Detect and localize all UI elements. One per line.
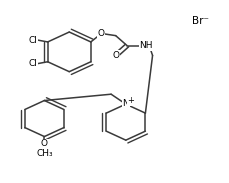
- Text: +: +: [127, 96, 134, 105]
- Text: CH₃: CH₃: [36, 149, 53, 158]
- Text: NH: NH: [139, 41, 153, 50]
- Text: O: O: [41, 139, 48, 148]
- Text: Cl: Cl: [29, 36, 37, 45]
- Text: N: N: [123, 99, 129, 108]
- Text: Cl: Cl: [29, 59, 37, 68]
- Text: O: O: [113, 51, 120, 60]
- Text: Br⁻: Br⁻: [192, 16, 209, 26]
- Text: O: O: [98, 29, 104, 38]
